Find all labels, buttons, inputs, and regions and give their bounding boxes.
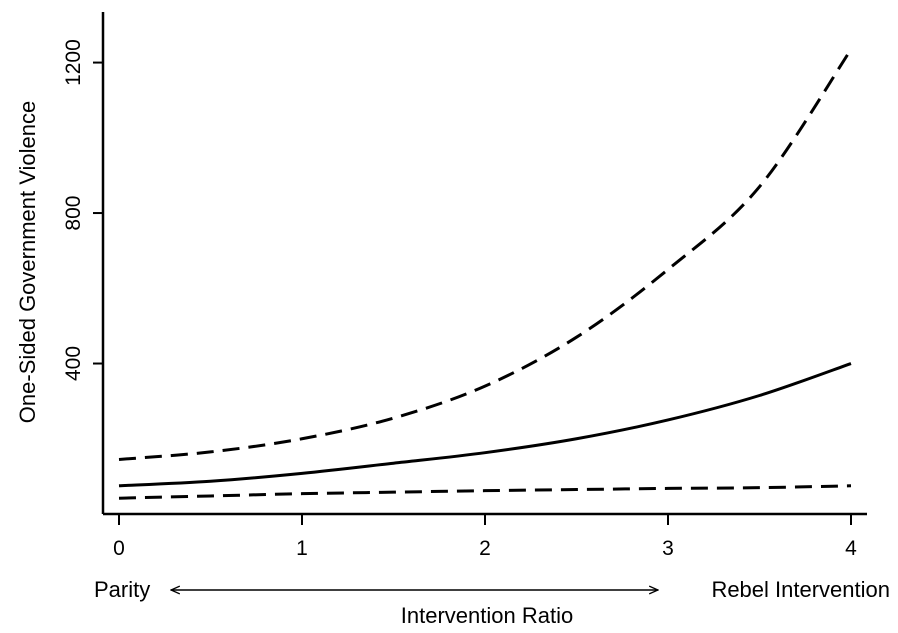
x-tick-label: 1 [296, 537, 308, 560]
y-tick-label: 800 [62, 196, 85, 231]
x-tick-label: 0 [113, 537, 125, 560]
series-lines [118, 48, 853, 500]
x-tick-label: 4 [845, 537, 857, 560]
x-annotation-rebel-intervention: Rebel Intervention [711, 577, 890, 602]
estimate-line [118, 362, 852, 488]
y-tick-label: 1200 [62, 39, 85, 86]
y-tick-label: 400 [62, 346, 85, 381]
x-annotation-parity: Parity [94, 577, 150, 602]
lower-bound-line [118, 484, 852, 500]
x-tick-label: 3 [662, 537, 674, 560]
x-axis-title: Intervention Ratio [401, 603, 573, 628]
upper-bound-line [118, 48, 853, 461]
x-tick-label: 2 [479, 537, 491, 560]
x-axis-ticks: 0 1 2 3 4 [113, 514, 857, 560]
y-axis-ticks: 400 800 1200 [62, 39, 103, 381]
y-axis-title: One-Sided Government Violence [15, 101, 40, 423]
